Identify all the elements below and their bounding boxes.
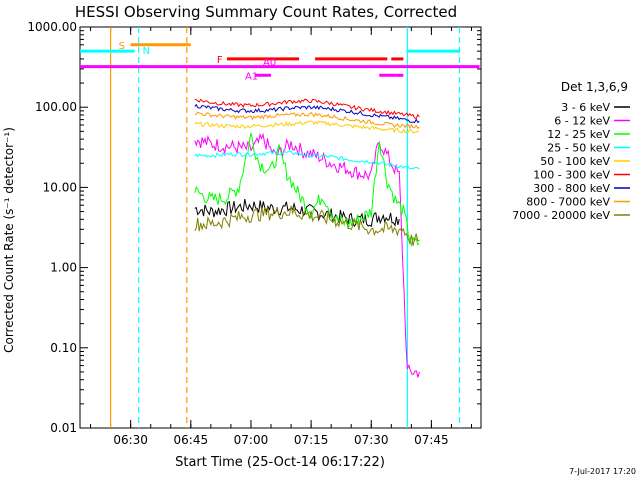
series-line [194,98,420,119]
x-tick-label: 07:00 [234,433,269,447]
series-line [194,205,420,246]
x-tick-label: 06:45 [174,433,209,447]
x-tick-label: 07:15 [294,433,329,447]
series-line [194,111,420,130]
y-axis-label: Corrected Count Rate (s⁻¹ detector⁻¹) [2,127,16,353]
y-tick-label: 1.00 [50,261,77,275]
flag-label: A0 [263,58,276,69]
legend-label: 7000 - 20000 keV [512,209,610,222]
x-tick-label: 07:45 [414,433,449,447]
legend-label: 6 - 12 keV [554,115,610,128]
legend-label: 300 - 800 keV [533,182,610,195]
series-line [194,120,420,134]
series-line [194,199,400,228]
legend-title: Det 1,3,6,9 [561,80,628,94]
x-tick-label: 06:30 [113,433,148,447]
y-tick-label: 1000.00 [27,20,77,34]
flag-label: S [119,41,125,52]
series-line [194,132,420,248]
series-line [194,132,420,378]
legend-label: 800 - 7000 keV [526,196,610,209]
plot-frame [79,26,482,429]
y-tick-label: 0.10 [50,341,77,355]
flag-label: A1 [245,71,258,82]
legend-label: 50 - 100 keV [540,155,610,168]
x-tick-label: 07:30 [354,433,389,447]
series-line [194,150,420,170]
y-tick-label: 10.00 [43,180,77,194]
legend-label: 25 - 50 keV [547,142,610,155]
y-tick-label: 100.00 [35,100,77,114]
x-axis-label: Start Time (25-Oct-14 06:17:22) [175,455,385,470]
flag-label: N [143,46,150,57]
footer-date: 7-Jul-2017 17:20 [569,467,636,476]
y-tick-label: 0.01 [50,421,77,435]
legend-label: 3 - 6 keV [561,101,610,114]
series-line [194,103,420,124]
chart-title: HESSI Observing Summary Count Rates, Cor… [75,3,457,21]
flag-label: F [217,55,223,66]
legend-label: 12 - 25 keV [547,128,610,141]
legend-label: 100 - 300 keV [533,169,610,182]
